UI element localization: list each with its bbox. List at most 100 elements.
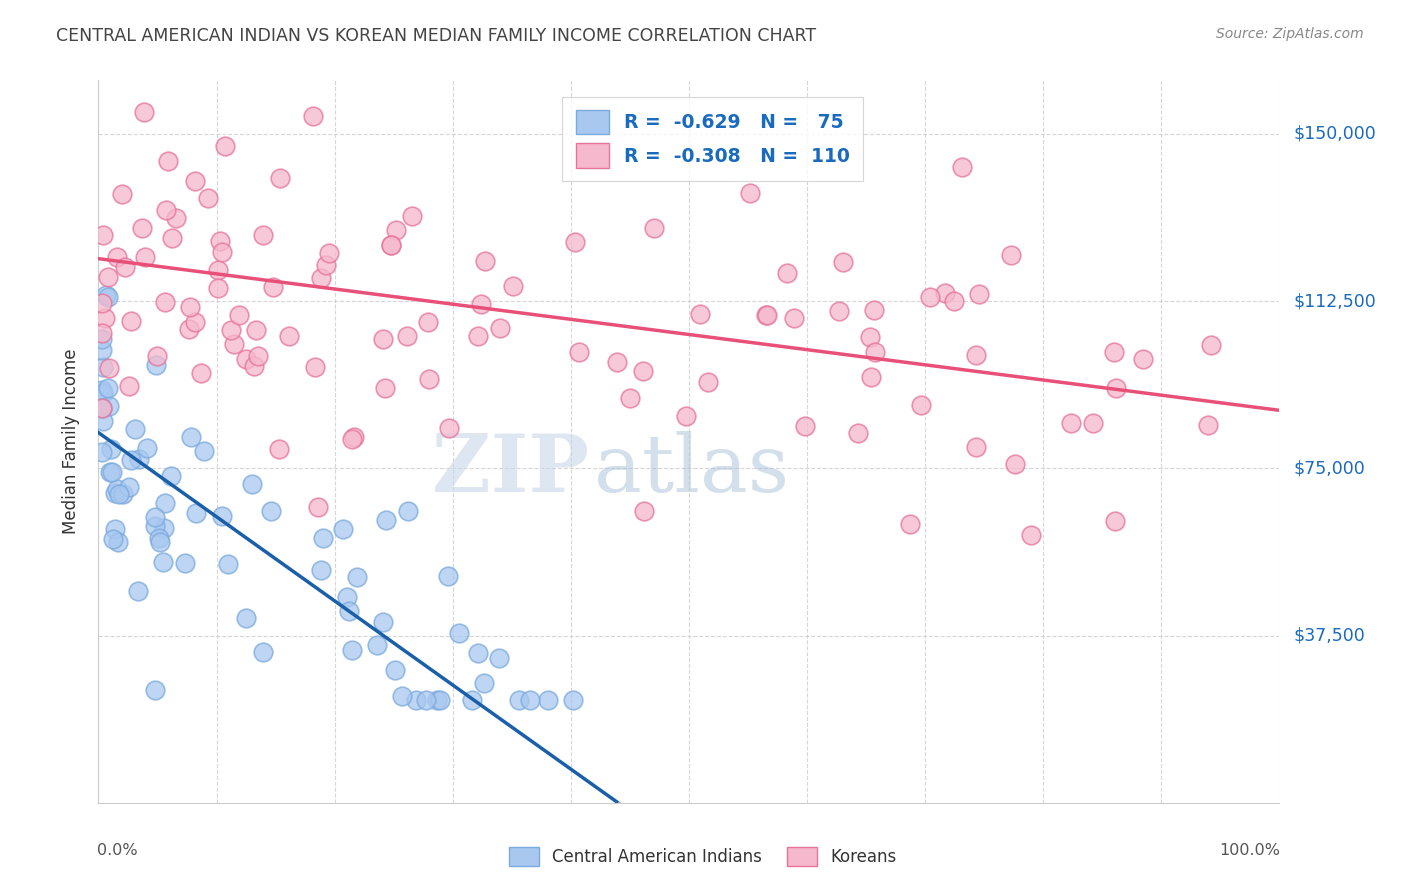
Point [219,322,242,336]
Point [467,646,489,660]
Point [190,366,212,380]
Point [898,516,921,531]
Text: atlas: atlas [595,432,790,509]
Point [135,442,157,456]
Point [278,329,301,343]
Point [396,329,419,343]
Point [155,496,177,510]
Point [252,228,274,243]
Point [107,487,129,501]
Point [301,109,323,123]
Point [309,271,332,285]
Point [98,361,121,376]
Point [214,139,236,153]
Point [738,186,761,200]
Point [152,521,174,535]
Point [418,315,440,329]
Legend: R =  -0.629   N =   75, R =  -0.308   N =  110: R = -0.629 N = 75, R = -0.308 N = 110 [562,97,863,181]
Point [391,689,413,703]
Point [472,676,495,690]
Point [260,504,283,518]
Point [340,643,363,657]
Point [449,626,471,640]
Point [101,465,124,479]
Point [508,693,530,707]
Point [859,370,882,384]
Point [489,321,512,335]
Text: $150,000: $150,000 [1294,125,1376,143]
Point [107,535,129,549]
Point [247,349,270,363]
Point [643,221,665,235]
Point [846,426,869,441]
Point [470,296,492,310]
Point [828,304,851,318]
Point [91,332,114,346]
Point [934,286,956,301]
Point [336,590,359,604]
Point [180,430,202,444]
Point [426,693,449,707]
Point [269,170,291,185]
Point [1083,417,1105,431]
Point [415,693,437,707]
Point [384,663,406,677]
Text: 100.0%: 100.0% [1219,843,1281,857]
Point [186,506,208,520]
Point [143,682,166,697]
Point [312,531,335,545]
Text: CENTRAL AMERICAN INDIAN VS KOREAN MEDIAN FAMILY INCOME CORRELATION CHART: CENTRAL AMERICAN INDIAN VS KOREAN MEDIAN… [56,27,817,45]
Point [153,294,176,309]
Point [1060,416,1083,430]
Point [118,379,141,393]
Point [631,364,654,378]
Point [131,221,153,235]
Point [173,556,195,570]
Point [183,316,205,330]
Point [793,418,815,433]
Point [101,532,124,546]
Point [217,558,239,572]
Text: 0.0%: 0.0% [97,843,138,857]
Point [429,693,451,707]
Point [756,308,779,322]
Point [374,381,396,395]
Point [148,531,170,545]
Point [104,485,127,500]
Point [152,555,174,569]
Point [93,228,115,243]
Point [179,300,201,314]
Point [267,442,290,456]
Point [100,442,122,457]
Point [91,326,114,341]
Point [149,535,172,549]
Point [143,509,166,524]
Point [309,563,332,577]
Point [1000,248,1022,262]
Point [208,234,231,248]
Point [467,329,489,343]
Point [346,570,368,584]
Point [332,522,354,536]
Point [437,421,460,435]
Point [502,279,524,293]
Point [94,287,117,301]
Point [112,487,135,501]
Point [858,329,880,343]
Point [94,310,117,325]
Point [401,210,423,224]
Point [965,348,987,362]
Point [91,386,114,401]
Point [385,223,408,237]
Point [633,503,655,517]
Point [245,323,267,337]
Point [1004,457,1026,471]
Point [197,191,219,205]
Point [105,250,128,264]
Point [1132,352,1154,367]
Point [564,235,586,250]
Text: ZIP: ZIP [432,432,589,509]
Point [1021,528,1043,542]
Point [606,354,628,368]
Point [157,153,180,168]
